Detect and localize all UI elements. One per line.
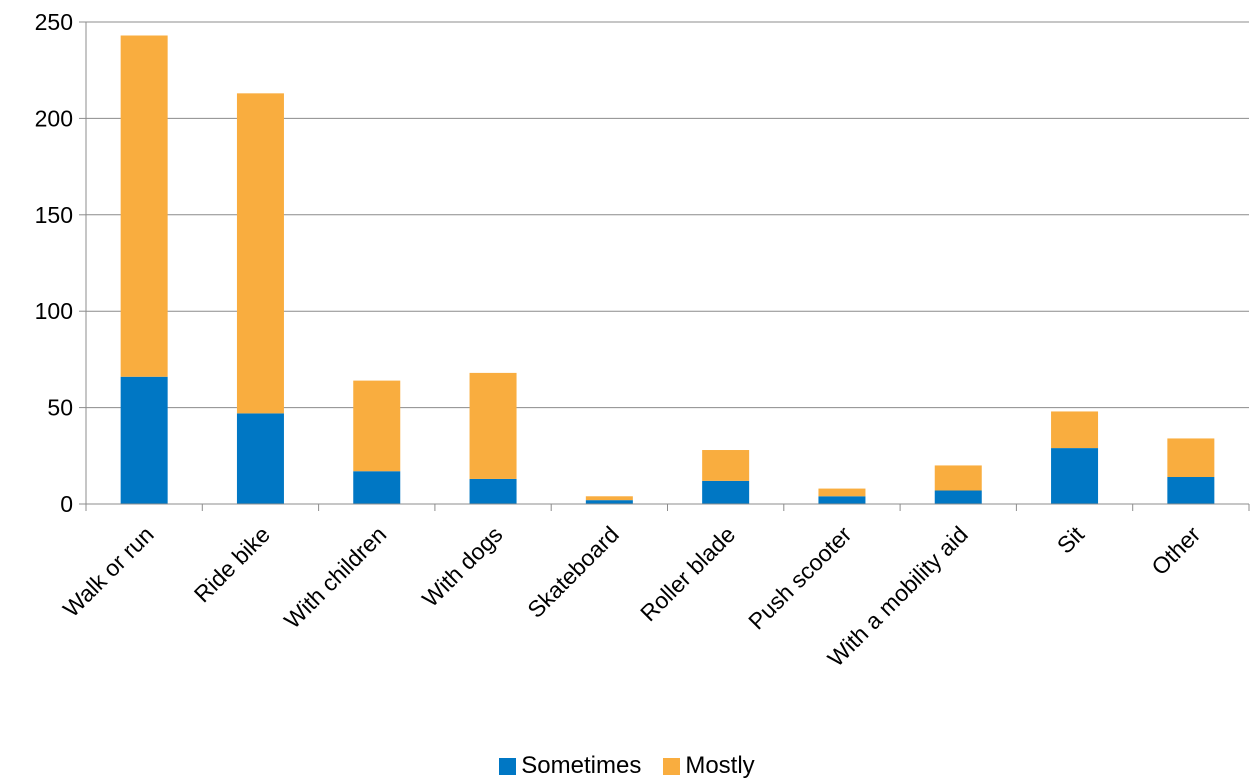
bar-sometimes [236,413,284,504]
bar-sometimes [585,500,633,504]
legend: Sometimes Mostly [0,752,1254,780]
legend-item-sometimes: Sometimes [499,752,641,780]
y-tick-label: 50 [47,395,73,421]
x-category-label: With children [279,521,391,633]
bar-sometimes [934,490,982,504]
x-category-label: Roller blade [635,521,740,626]
x-category-label: Ride bike [189,521,275,607]
x-category-label: Other [1146,521,1205,580]
bar-mostly [702,450,750,481]
legend-label-sometimes: Sometimes [521,752,642,779]
bar-mostly [469,372,517,479]
x-category-label: Walk or run [58,521,159,622]
bar-mostly [1051,411,1099,449]
legend-item-mostly: Mostly [663,752,755,780]
bars [120,35,1215,504]
legend-swatch-mostly [663,757,681,775]
y-tick-label: 250 [35,9,73,35]
y-tick-label: 100 [35,298,73,324]
x-category-label: Skateboard [522,521,624,623]
bar-sometimes [1051,448,1099,504]
y-tick-label: 200 [35,105,73,131]
bar-sometimes [818,496,866,504]
bar-sometimes [353,471,401,504]
axes [79,21,1250,511]
legend-label-mostly: Mostly [685,752,755,779]
bar-mostly [1167,438,1215,478]
legend-swatch-sometimes [499,757,517,775]
bar-sometimes [702,480,750,504]
bar-mostly [120,35,168,377]
bar-sometimes [469,478,517,504]
bar-mostly [934,465,982,491]
x-category-label: Sit [1052,521,1090,559]
bar-mostly [353,380,401,472]
bar-sometimes [1167,477,1215,504]
y-tick-label: 0 [60,491,73,517]
bar-mostly [585,496,633,501]
bar-sometimes [120,376,168,504]
bar-mostly [236,93,284,414]
x-category-label: With dogs [417,521,508,612]
y-tick-label: 150 [35,202,73,228]
x-category-label: Push scooter [743,521,857,635]
bar-mostly [818,488,866,497]
